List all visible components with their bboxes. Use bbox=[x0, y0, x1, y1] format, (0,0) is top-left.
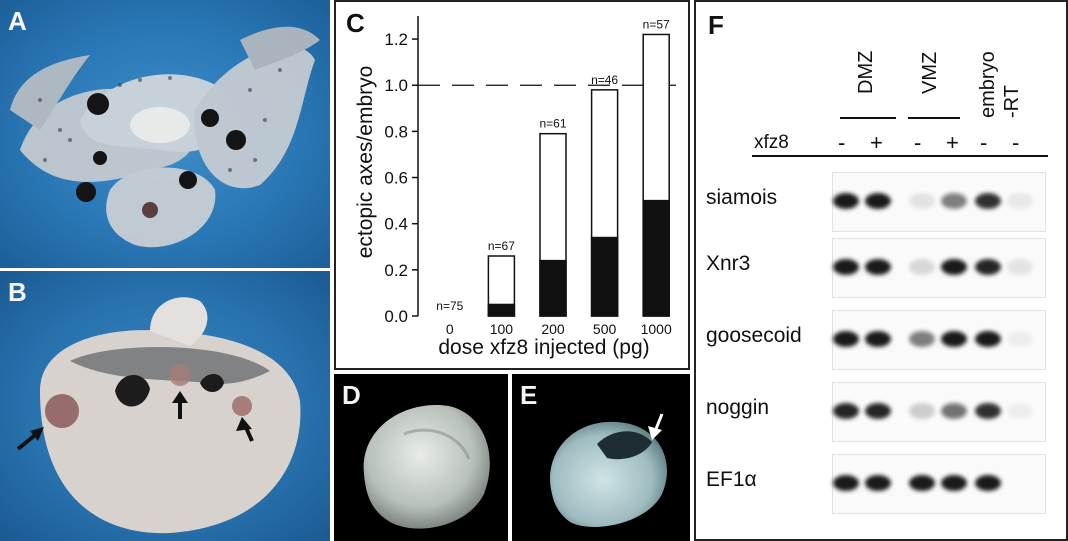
gene-label: goosecoid bbox=[706, 324, 802, 347]
treatment-sign: - bbox=[980, 130, 988, 155]
x-tick-label: 0 bbox=[446, 321, 454, 337]
gel-band bbox=[909, 193, 935, 209]
panel-d-photo: D bbox=[334, 374, 508, 541]
gel-band bbox=[975, 259, 1001, 275]
gel-strip bbox=[832, 310, 1046, 370]
treatment-sign: + bbox=[870, 130, 883, 155]
xfz8-label: xfz8 bbox=[754, 132, 789, 153]
bar-lower bbox=[590, 236, 619, 317]
x-axis: 0 100 200 500 1000 bbox=[446, 321, 672, 337]
gel-band bbox=[865, 331, 891, 347]
gene-label: EF1α bbox=[706, 468, 757, 491]
gel-band bbox=[975, 475, 1001, 491]
gel-band bbox=[833, 193, 859, 209]
y-tick-label: 1.0 bbox=[384, 76, 408, 95]
embryo-d-illustration bbox=[363, 404, 490, 529]
gel-band bbox=[1007, 193, 1033, 209]
y-tick-label: 0.0 bbox=[384, 307, 408, 326]
gel-strip bbox=[832, 454, 1046, 514]
gel-strip bbox=[832, 172, 1046, 232]
gel-band bbox=[865, 475, 891, 491]
n-label: n=75 bbox=[436, 299, 463, 313]
bar-lower bbox=[539, 259, 567, 317]
gel-band bbox=[941, 193, 967, 209]
y-axis-label: ectopic axes/embryo bbox=[354, 66, 377, 259]
gel-strip bbox=[832, 238, 1046, 298]
gel-band bbox=[865, 403, 891, 419]
lane-header: DMZ VMZ embryo -RT bbox=[752, 51, 1048, 157]
ectopic-axes-bar-chart: 0.00.20.40.60.81.01.2 n=75n=67n=61n=46n=… bbox=[354, 16, 676, 359]
panel-c-label: C bbox=[346, 8, 365, 38]
panel-c-chart: C 0.0 0.2 0.4 0.6 0.8 1.0 1.2 n=75 n=67 n=61 n=46… bbox=[334, 0, 690, 370]
tadpoles-illustration bbox=[10, 26, 320, 248]
gel-band bbox=[833, 259, 859, 275]
gel-band bbox=[1007, 331, 1033, 347]
lane-label-embryo: embryo bbox=[977, 51, 999, 118]
y-tick-label: 0.4 bbox=[384, 215, 408, 234]
gene-label: noggin bbox=[706, 396, 770, 419]
panel-d-label: D bbox=[342, 380, 361, 410]
panel-e-photo: E bbox=[512, 374, 690, 541]
gel-band bbox=[909, 259, 935, 275]
gel-band bbox=[833, 475, 859, 491]
panel-b-label: B bbox=[8, 277, 27, 307]
y-tick-label: 0.6 bbox=[384, 169, 408, 188]
gel-band bbox=[941, 403, 967, 419]
treatment-sign: + bbox=[946, 130, 959, 155]
y-tick-label: 1.2 bbox=[384, 30, 408, 49]
treatment-sign: - bbox=[914, 130, 922, 155]
treatment-sign: - bbox=[838, 130, 846, 155]
gel-band bbox=[865, 259, 891, 275]
x-tick-label: 500 bbox=[593, 321, 617, 337]
n-label: n=46 bbox=[591, 73, 618, 87]
x-tick-label: 1000 bbox=[641, 321, 672, 337]
gene-label: Xnr3 bbox=[706, 252, 751, 275]
panel-a-label: A bbox=[8, 6, 27, 36]
gel-band bbox=[975, 403, 1001, 419]
bar-lower bbox=[642, 199, 670, 317]
embryo-illustration bbox=[16, 297, 301, 534]
n-label: n=57 bbox=[643, 17, 670, 31]
gel-band bbox=[909, 403, 935, 419]
gel-band bbox=[865, 193, 891, 209]
gel-band bbox=[833, 403, 859, 419]
gel-band bbox=[941, 331, 967, 347]
treatment-sign: - bbox=[1012, 130, 1020, 155]
n-labels: n=75 n=67 n=61 n=46 n=57 bbox=[436, 17, 670, 313]
gel-band bbox=[941, 475, 967, 491]
bars bbox=[487, 33, 670, 317]
gel-strip bbox=[832, 382, 1046, 442]
embryo-e-illustration bbox=[550, 413, 667, 527]
panel-f-gel: F DMZ VMZ embryo -RT xfz8 - + - + - - siamois… bbox=[694, 0, 1068, 541]
y-tick-label: 0.8 bbox=[384, 122, 408, 141]
gene-label: siamois bbox=[706, 186, 778, 209]
gel-band bbox=[1007, 259, 1033, 275]
x-axis-label: dose xfz8 injected (pg) bbox=[438, 336, 649, 359]
y-tick-label: 0.2 bbox=[384, 261, 408, 280]
gel-band bbox=[941, 259, 967, 275]
panel-a-photo: A bbox=[0, 0, 330, 268]
x-tick-label: 100 bbox=[490, 321, 514, 337]
panel-b-photo: B bbox=[0, 271, 330, 541]
gel-band bbox=[833, 331, 859, 347]
lane-label-vmz: VMZ bbox=[919, 52, 941, 94]
lane-label-dmz: DMZ bbox=[855, 51, 877, 94]
lane-label-minus-rt: -RT bbox=[1001, 85, 1023, 118]
n-label: n=61 bbox=[539, 117, 566, 131]
y-axis: 0.0 0.2 0.4 0.6 0.8 1.0 1.2 bbox=[384, 16, 419, 326]
gel-band bbox=[909, 475, 935, 491]
gel-band bbox=[1007, 403, 1033, 419]
panel-f-label: F bbox=[708, 10, 724, 40]
n-label: n=67 bbox=[488, 239, 515, 253]
bar-lower bbox=[487, 303, 516, 317]
x-tick-label: 200 bbox=[541, 321, 565, 337]
gel-band bbox=[909, 331, 935, 347]
panel-e-label: E bbox=[520, 380, 538, 410]
gel-band bbox=[975, 193, 1001, 209]
gel-band bbox=[975, 331, 1001, 347]
